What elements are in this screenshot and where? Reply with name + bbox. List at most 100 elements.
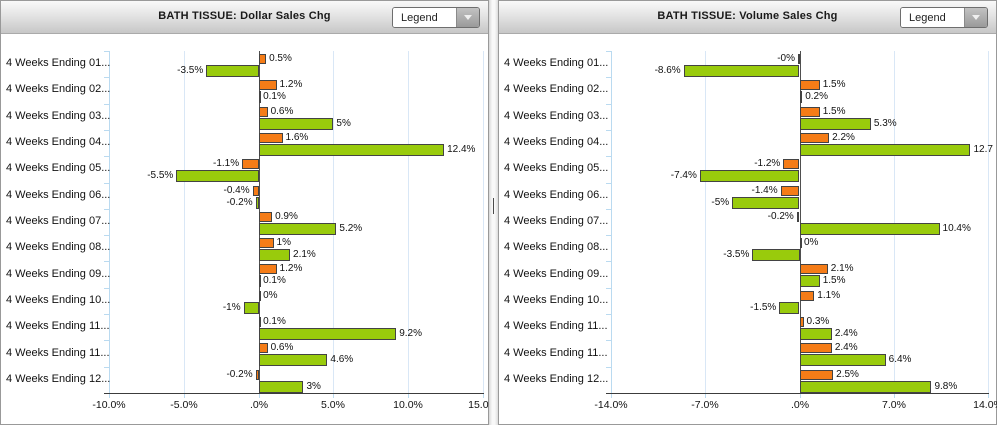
bar-orange[interactable] xyxy=(780,186,800,196)
y-tick-mark xyxy=(104,51,109,52)
value-label: -1% xyxy=(222,302,241,313)
splitter-grip-icon xyxy=(493,198,494,214)
y-tick-mark xyxy=(104,156,109,157)
bar-green[interactable] xyxy=(752,249,800,261)
gridline xyxy=(894,51,895,393)
value-label: 0.1% xyxy=(263,275,286,286)
legend-dropdown-button[interactable] xyxy=(964,8,987,27)
bar-orange[interactable] xyxy=(798,54,800,64)
bar-green[interactable] xyxy=(799,354,886,366)
bar-orange[interactable] xyxy=(258,238,274,248)
bar-green[interactable] xyxy=(683,65,800,77)
legend-dropdown[interactable]: Legend xyxy=(900,7,988,28)
y-tick-mark xyxy=(104,77,109,78)
category-label: 4 Weeks Ending 07... xyxy=(6,215,111,227)
value-label: -1.4% xyxy=(751,185,778,196)
bar-green[interactable] xyxy=(799,223,940,235)
value-label: -0.2% xyxy=(767,211,794,222)
dollar-sales-panel: BATH TISSUE: Dollar Sales Chg Legend -10… xyxy=(0,0,498,425)
bar-orange[interactable] xyxy=(796,212,800,222)
y-tick-mark xyxy=(606,288,611,289)
x-axis-line xyxy=(606,393,989,394)
bar-orange[interactable] xyxy=(258,291,261,301)
bar-orange[interactable] xyxy=(242,159,259,169)
bar-green[interactable] xyxy=(799,144,971,156)
bar-orange[interactable] xyxy=(799,238,802,248)
legend-dropdown[interactable]: Legend xyxy=(392,7,480,28)
bar-green[interactable] xyxy=(176,170,259,182)
value-label: 2.1% xyxy=(293,249,316,260)
bar-orange[interactable] xyxy=(799,107,820,117)
legend-dropdown-button[interactable] xyxy=(456,8,479,27)
category-axis-line xyxy=(611,51,612,393)
bar-orange[interactable] xyxy=(799,133,830,143)
bar-orange[interactable] xyxy=(255,370,259,380)
bar-orange[interactable] xyxy=(783,159,800,169)
value-label: -7.4% xyxy=(670,170,697,181)
bar-green[interactable] xyxy=(258,144,445,156)
bar-green[interactable] xyxy=(258,91,261,103)
value-label: 1.5% xyxy=(822,106,846,117)
bar-orange[interactable] xyxy=(258,343,268,353)
value-label: -0.4% xyxy=(223,185,250,196)
x-tick-mark xyxy=(109,394,110,398)
category-label: 4 Weeks Ending 08... xyxy=(6,241,111,253)
bar-green[interactable] xyxy=(258,249,290,261)
x-tick-label: 5.0% xyxy=(321,399,345,411)
bar-orange[interactable] xyxy=(258,54,267,64)
x-tick-label: -5.0% xyxy=(170,399,198,411)
bar-orange[interactable] xyxy=(799,370,834,380)
bar-green[interactable] xyxy=(799,91,803,103)
bar-orange[interactable] xyxy=(252,186,259,196)
bar-green[interactable] xyxy=(258,328,397,340)
bar-orange[interactable] xyxy=(258,317,261,327)
bar-green[interactable] xyxy=(258,118,334,130)
value-label: 1.5% xyxy=(822,79,846,90)
gridline xyxy=(408,51,409,393)
x-tick-label: .0% xyxy=(249,399,269,411)
y-tick-mark xyxy=(606,77,611,78)
bar-orange[interactable] xyxy=(258,133,283,143)
bar-green[interactable] xyxy=(255,197,259,209)
category-label: 4 Weeks Ending 04... xyxy=(504,136,609,148)
gridline xyxy=(988,51,989,393)
bar-green[interactable] xyxy=(699,170,800,182)
category-label: 4 Weeks Ending 04... xyxy=(6,136,111,148)
value-label: 2.5% xyxy=(836,369,859,380)
y-tick-mark xyxy=(606,183,611,184)
category-label: 4 Weeks Ending 08... xyxy=(504,241,609,253)
bar-green[interactable] xyxy=(799,381,932,393)
y-tick-mark xyxy=(606,104,611,105)
bar-green[interactable] xyxy=(799,118,871,130)
category-label: 4 Weeks Ending 07... xyxy=(504,215,609,227)
category-label: 4 Weeks Ending 03... xyxy=(6,110,111,122)
bar-green[interactable] xyxy=(258,381,304,393)
bar-orange[interactable] xyxy=(799,80,820,90)
x-tick-mark xyxy=(483,394,484,398)
bar-green[interactable] xyxy=(779,302,800,314)
bar-orange[interactable] xyxy=(258,212,273,222)
bar-green[interactable] xyxy=(258,275,261,287)
panel-splitter[interactable] xyxy=(489,0,498,425)
bar-orange[interactable] xyxy=(258,107,268,117)
bar-orange[interactable] xyxy=(799,264,828,274)
bar-orange[interactable] xyxy=(799,291,815,301)
bar-orange[interactable] xyxy=(799,317,804,327)
bar-green[interactable] xyxy=(799,275,820,287)
bar-orange[interactable] xyxy=(799,343,832,353)
y-tick-mark xyxy=(104,340,109,341)
bar-orange[interactable] xyxy=(258,80,277,90)
bar-green[interactable] xyxy=(258,354,328,366)
x-tick-label: -7.0% xyxy=(691,399,719,411)
y-tick-mark xyxy=(104,183,109,184)
category-label: 4 Weeks Ending 06... xyxy=(6,189,111,201)
bar-green[interactable] xyxy=(243,302,259,314)
bar-green[interactable] xyxy=(799,328,832,340)
bar-green[interactable] xyxy=(258,223,337,235)
bar-orange[interactable] xyxy=(258,264,277,274)
bar-green[interactable] xyxy=(732,197,800,209)
bar-green[interactable] xyxy=(206,65,259,77)
y-tick-mark xyxy=(104,235,109,236)
category-axis-line xyxy=(109,51,110,393)
